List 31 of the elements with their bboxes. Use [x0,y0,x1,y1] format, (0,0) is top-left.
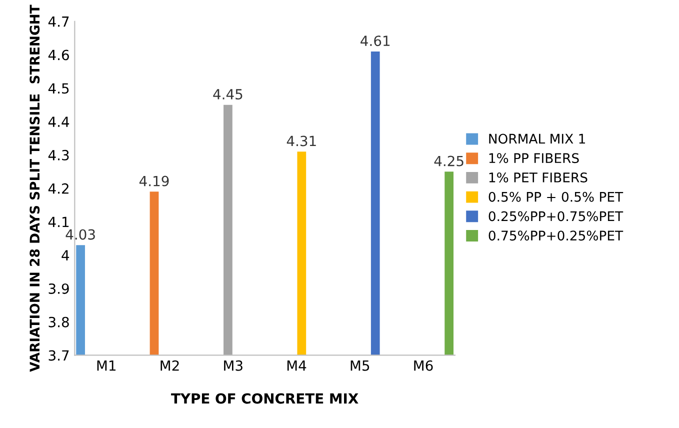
y-axis-title: VARIATION IN 28 DAYS SPLIT TENSILE STRENGHT [30,4,40,372]
x-tick-label: M1 [97,360,116,371]
data-label: 4.03 [66,229,95,240]
data-label: 4.19 [139,176,169,186]
y-tick-label: 4.2 [48,183,68,194]
y-tick-label: 4.5 [48,83,69,94]
y-tick-label: 4.6 [48,50,69,60]
x-tick-label: M2 [160,360,179,371]
legend-label: 0.25%PP+0.75%PET [488,211,624,222]
y-tick-label: 4.3 [48,150,69,160]
y-tick-label: 4.1 [48,216,69,227]
y-tick-label: 4.4 [48,116,70,127]
y-tick-label: 4 [62,250,70,260]
data-label: 4.31 [286,136,316,146]
data-label: 4.45 [213,89,242,100]
legend-label: 0.5% PP + 0.5% PET [488,192,624,202]
data-label: 4.61 [360,36,390,46]
x-tick-label: M4 [287,360,306,371]
y-tick-label: 3.7 [48,350,69,361]
legend-label: NORMAL MIX 1 [489,134,585,144]
data-label: 4.25 [434,156,464,166]
y-tick-label: 3.9 [48,283,69,294]
legend-label: 1% PET FIBERS [489,172,588,182]
x-tick-label: M6 [414,360,433,371]
legend-label: 1% PP FIBERS [489,153,579,164]
y-tick-label: 3.8 [48,316,69,328]
y-tick-label: 4.7 [48,16,69,27]
x-tick-label: M3 [224,360,242,371]
x-axis-title: TYPE OF CONCRETE MIX [171,393,358,404]
x-tick-label: M5 [350,360,370,371]
legend-label: 0.75%PP+0.25%PET [488,230,624,241]
